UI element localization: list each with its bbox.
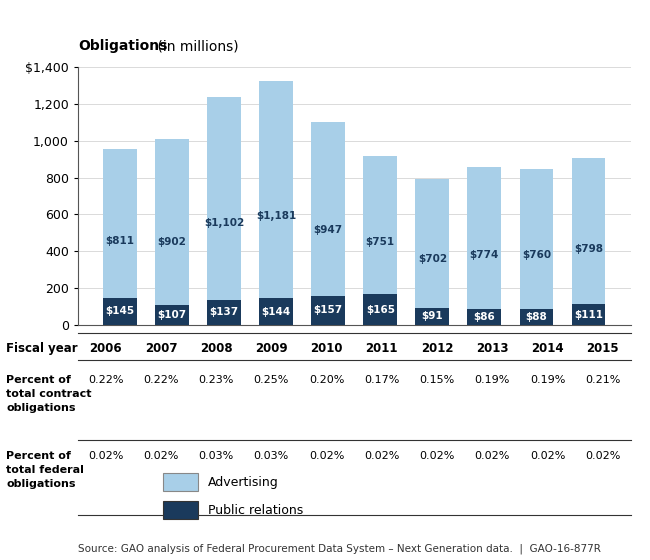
Text: $157: $157 xyxy=(314,305,343,315)
Text: $751: $751 xyxy=(366,237,395,247)
Text: 0.02%: 0.02% xyxy=(530,451,566,461)
Text: $760: $760 xyxy=(522,250,551,260)
Text: $811: $811 xyxy=(105,236,135,246)
Text: $774: $774 xyxy=(470,250,499,260)
Bar xyxy=(155,139,189,305)
Text: $165: $165 xyxy=(366,305,395,315)
Text: Source: GAO analysis of Federal Procurement Data System – Next Generation data. : Source: GAO analysis of Federal Procurem… xyxy=(78,544,601,554)
Text: 0.02%: 0.02% xyxy=(585,451,621,461)
Text: 0.22%: 0.22% xyxy=(88,375,124,385)
Text: 0.15%: 0.15% xyxy=(419,375,455,385)
Text: 0.20%: 0.20% xyxy=(309,375,344,385)
Bar xyxy=(311,296,345,325)
Text: 0.02%: 0.02% xyxy=(88,451,124,461)
Text: $88: $88 xyxy=(526,312,547,321)
Bar xyxy=(519,169,553,309)
Text: 2013: 2013 xyxy=(476,342,508,354)
Text: 0.03%: 0.03% xyxy=(198,451,234,461)
Bar xyxy=(571,305,605,325)
Text: $111: $111 xyxy=(574,310,603,320)
Bar xyxy=(207,300,241,325)
Text: $1,181: $1,181 xyxy=(256,211,296,221)
Text: 2010: 2010 xyxy=(310,342,343,354)
Bar xyxy=(103,298,137,325)
Text: 2006: 2006 xyxy=(89,342,122,354)
Text: 0.02%: 0.02% xyxy=(309,451,344,461)
Text: $798: $798 xyxy=(574,244,603,254)
Text: 2014: 2014 xyxy=(531,342,564,354)
Bar xyxy=(103,149,137,298)
Text: 0.19%: 0.19% xyxy=(474,375,510,385)
Bar xyxy=(415,308,449,325)
Text: 2007: 2007 xyxy=(144,342,177,354)
Bar xyxy=(363,295,397,325)
Text: 0.02%: 0.02% xyxy=(364,451,400,461)
Text: 0.21%: 0.21% xyxy=(585,375,621,385)
Text: $702: $702 xyxy=(418,254,447,264)
Text: 2009: 2009 xyxy=(255,342,288,354)
Text: $86: $86 xyxy=(473,312,495,322)
Text: $107: $107 xyxy=(157,310,187,320)
Text: Fiscal year: Fiscal year xyxy=(6,342,78,354)
Text: $1,102: $1,102 xyxy=(204,217,244,227)
Bar xyxy=(311,122,345,296)
Bar xyxy=(467,166,501,309)
Bar xyxy=(519,309,553,325)
Bar xyxy=(467,309,501,325)
Text: $144: $144 xyxy=(261,306,291,316)
Text: Public relations: Public relations xyxy=(208,503,304,517)
Text: 2008: 2008 xyxy=(200,342,233,354)
Text: Advertising: Advertising xyxy=(208,475,279,489)
Text: 0.02%: 0.02% xyxy=(474,451,510,461)
Bar xyxy=(363,156,397,295)
Text: (in millions): (in millions) xyxy=(153,39,239,53)
Text: 0.02%: 0.02% xyxy=(143,451,179,461)
Text: Percent of
total contract
obligations: Percent of total contract obligations xyxy=(6,375,92,413)
Bar xyxy=(571,157,605,305)
Text: 0.17%: 0.17% xyxy=(364,375,400,385)
Bar xyxy=(207,97,241,300)
Bar xyxy=(415,179,449,308)
Text: Percent of
total federal
obligations: Percent of total federal obligations xyxy=(6,451,84,489)
Text: 2012: 2012 xyxy=(421,342,454,354)
Text: $947: $947 xyxy=(314,225,343,235)
Bar xyxy=(155,305,189,325)
Text: Obligations: Obligations xyxy=(78,39,168,53)
Text: 0.25%: 0.25% xyxy=(254,375,289,385)
Text: $91: $91 xyxy=(421,311,443,321)
Text: 2015: 2015 xyxy=(586,342,619,354)
Text: $145: $145 xyxy=(105,306,135,316)
Text: 0.19%: 0.19% xyxy=(530,375,566,385)
Bar xyxy=(259,298,293,325)
Bar xyxy=(259,81,293,298)
Text: 0.22%: 0.22% xyxy=(143,375,179,385)
Text: 0.02%: 0.02% xyxy=(419,451,455,461)
Text: 0.03%: 0.03% xyxy=(254,451,289,461)
Text: $137: $137 xyxy=(209,307,239,317)
Text: 2011: 2011 xyxy=(365,342,398,354)
Text: 0.23%: 0.23% xyxy=(198,375,234,385)
Text: $902: $902 xyxy=(158,237,187,247)
